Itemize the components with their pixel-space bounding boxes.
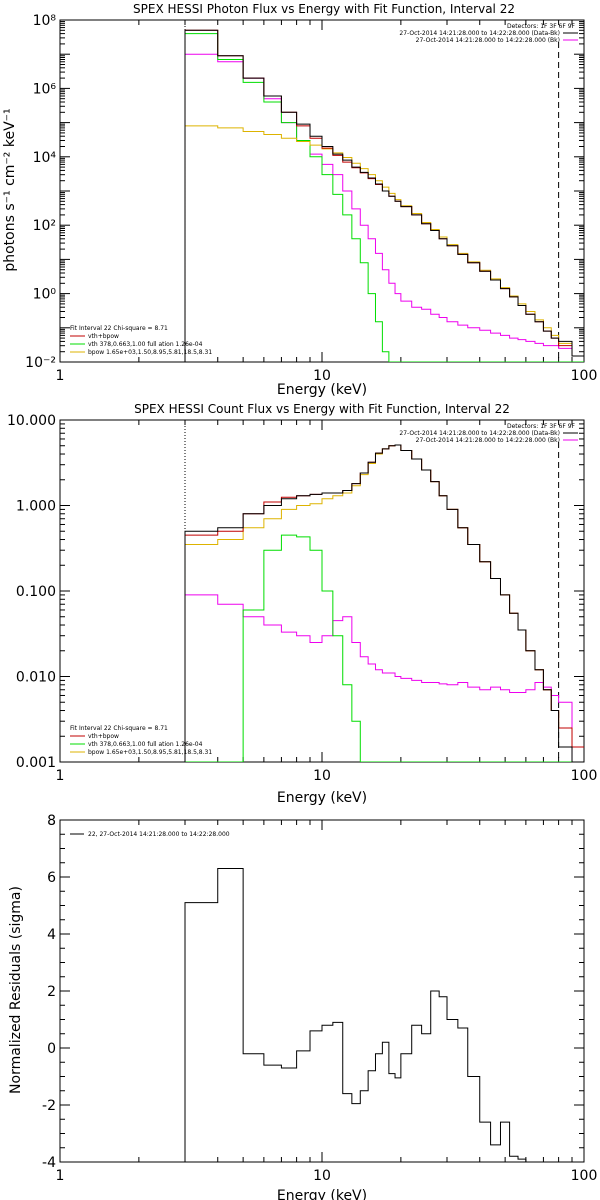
y-tick-label: 0 <box>47 1041 56 1057</box>
x-tick-label: 10 <box>313 768 331 784</box>
axis-ticks <box>59 819 585 1163</box>
y-tick-label: 2 <box>47 984 56 1000</box>
series-residuals <box>184 867 584 1162</box>
legend-data-bk: 27-Oct-2014 14:21:28.000 to 14:22:28.000… <box>399 30 560 37</box>
legend-data-bk: 27-Oct-2014 14:21:28.000 to 14:22:28.000… <box>399 430 560 437</box>
chart-title: SPEX HESSI Count Flux vs Energy with Fit… <box>134 402 510 416</box>
x-tick-label: 1 <box>56 1168 65 1184</box>
series-vth-bpow <box>184 29 584 362</box>
series-vth-bpow <box>184 444 584 762</box>
x-axis-label: Energy (keV) <box>277 382 367 398</box>
series-bpow <box>184 125 584 362</box>
x-tick-label: 1 <box>56 768 65 784</box>
series-vth <box>185 534 584 762</box>
series-bk <box>184 53 584 362</box>
axis-ticks <box>59 420 585 763</box>
y-tick-label: 10⁶ <box>33 81 57 97</box>
y-axis-label: photons s⁻¹ cm⁻² keV⁻¹ <box>2 108 18 271</box>
y-axis-label: Normalized Residuals (sigma) <box>8 886 24 1094</box>
legend-top: Detectors: 1F 3F 6F 9F 27-Oct-2014 14:21… <box>399 23 578 44</box>
y-tick-label: 0.010 <box>16 670 56 686</box>
y-tick-label: 10⁸ <box>33 13 57 29</box>
y-tick-label: 4 <box>47 927 56 943</box>
y-tick-label: 10² <box>33 218 56 234</box>
x-tick-label: 100 <box>571 768 598 784</box>
legend-bk: 27-Oct-2014 14:21:28.000 to 14:22:28.000… <box>416 437 560 444</box>
y-tick-label: 10⁴ <box>33 150 57 166</box>
legend-detectors: Detectors: 1F 3F 6F 9F <box>507 423 576 430</box>
x-tick-labels: 1 10 100 <box>56 1168 598 1184</box>
legend-bpow: bpow 1.65e+03,1.50,8.95,5.81,18.5,8.31 <box>88 349 212 356</box>
legend-detectors: Detectors: 1F 3F 6F 9F <box>507 23 576 30</box>
y-tick-label: 1.000 <box>16 499 56 515</box>
y-tick-label: 8 <box>47 813 56 829</box>
series-vth <box>184 33 584 362</box>
y-tick-label: 0.001 <box>16 755 56 771</box>
series-bk <box>184 594 584 762</box>
series-data-bk <box>184 444 584 762</box>
legend-vth: vth 378,0.663,1.00 full ation 1.26e-04 <box>88 341 203 348</box>
x-tick-labels: 1 10 100 <box>56 768 598 784</box>
legend-bk: 27-Oct-2014 14:21:28.000 to 14:22:28.000… <box>416 37 560 44</box>
y-tick-labels: 0.001 0.010 0.100 1.000 10.000 <box>7 413 56 771</box>
legend-top: Detectors: 1F 3F 6F 9F 27-Oct-2014 14:21… <box>399 423 578 444</box>
legend-residual: 22, 27-Oct-2014 14:21:28.000 to 14:22:28… <box>88 831 230 838</box>
count-flux-panel: SPEX HESSI Count Flux vs Energy with Fit… <box>7 402 597 806</box>
legend-fit-interval: Fit Interval 22 Chi-square = 8.71 <box>70 725 168 732</box>
y-tick-label: 6 <box>47 870 56 886</box>
axis-ticks <box>59 20 585 363</box>
series-bpow <box>184 444 584 762</box>
series-data-bk <box>184 29 584 362</box>
x-tick-label: 10 <box>313 368 331 384</box>
x-tick-labels: 1 10 100 <box>56 368 598 384</box>
y-tick-label: -4 <box>42 1155 56 1171</box>
y-tick-label: 10.000 <box>7 413 56 429</box>
x-axis-label: Energy (keV) <box>277 1188 367 1200</box>
legend-vth: vth 378,0.663,1.00 full ation 1.26e-04 <box>88 741 203 748</box>
legend-bottom: Fit Interval 22 Chi-square = 8.71 vth+bp… <box>70 325 212 356</box>
x-tick-label: 1 <box>56 368 65 384</box>
legend-fit-interval: Fit Interval 22 Chi-square = 8.71 <box>70 325 168 332</box>
y-tick-label: 10⁻² <box>25 355 56 371</box>
photon-flux-panel: SPEX HESSI Photon Flux vs Energy with Fi… <box>2 2 597 398</box>
x-tick-label: 10 <box>313 1168 331 1184</box>
residuals-panel: 1 10 100 -4 -2 0 2 4 6 8 Energy (keV) Normalized… <box>8 813 597 1200</box>
x-tick-label: 100 <box>571 368 598 384</box>
legend-bpow: bpow 1.65e+03,1.50,8.95,5.81,18.5,8.31 <box>88 749 212 756</box>
plot-frame <box>59 19 585 363</box>
y-tick-label: 10⁰ <box>33 287 57 303</box>
y-tick-labels: 10⁻² 10⁰ 10² 10⁴ 10⁶ 10⁸ <box>25 13 56 371</box>
x-tick-label: 100 <box>571 1168 598 1184</box>
plot-frame <box>59 819 585 1163</box>
legend-bottom: Fit Interval 22 Chi-square = 8.71 vth+bp… <box>70 725 212 756</box>
x-axis-label: Energy (keV) <box>277 790 367 806</box>
chart-title: SPEX HESSI Photon Flux vs Energy with Fi… <box>133 2 515 16</box>
legend-vth-bpow: vth+bpow <box>88 733 119 740</box>
y-tick-label: -2 <box>42 1098 56 1114</box>
y-tick-label: 0.100 <box>16 584 56 600</box>
y-tick-labels: -4 -2 0 2 4 6 8 <box>42 813 56 1171</box>
legend-vth-bpow: vth+bpow <box>88 333 119 340</box>
